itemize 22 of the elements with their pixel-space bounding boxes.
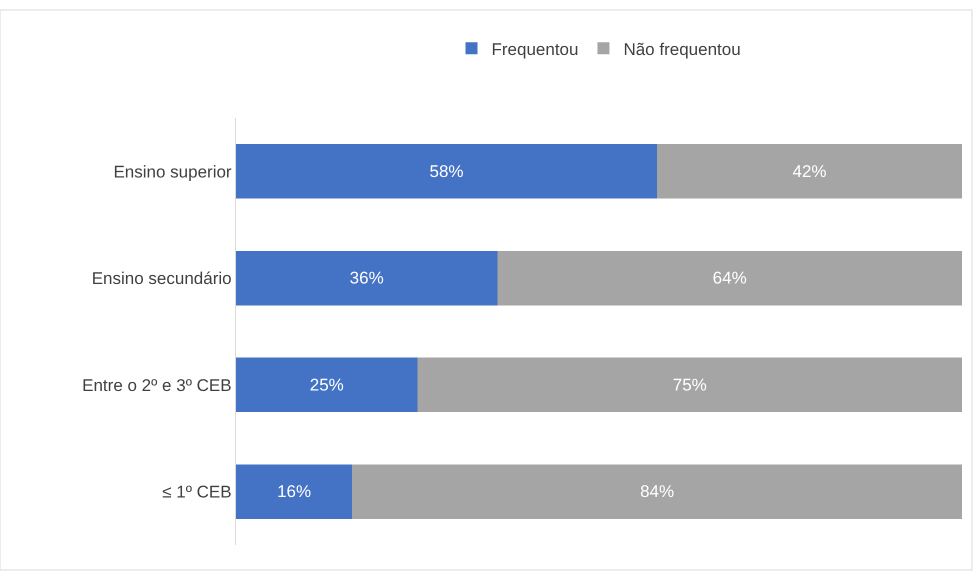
bar [657, 144, 962, 199]
y-tick-label: ≤ 1º CEB [162, 482, 232, 502]
data-label: 42% [792, 162, 827, 181]
bar [352, 464, 962, 519]
y-tick-label: Ensino superior [113, 162, 232, 182]
data-label: 64% [712, 268, 747, 288]
bar [236, 250, 498, 306]
legend-label: Frequentou [492, 40, 578, 59]
data-label: 16% [277, 482, 312, 502]
bar [418, 358, 962, 412]
bar [236, 464, 352, 519]
data-label: 36% [350, 268, 384, 288]
bar [236, 358, 418, 412]
data-label: 25% [310, 375, 344, 394]
bar [497, 250, 962, 306]
data-label: 58% [430, 162, 464, 181]
bar [236, 144, 658, 199]
y-tick-label: Entre o 2º e 3º CEB [82, 376, 232, 395]
y-tick-label: Ensino secundário [92, 269, 232, 288]
data-label: 75% [672, 375, 707, 394]
legend-label: Não frequentou [623, 40, 741, 59]
data-label: 84% [640, 482, 674, 502]
